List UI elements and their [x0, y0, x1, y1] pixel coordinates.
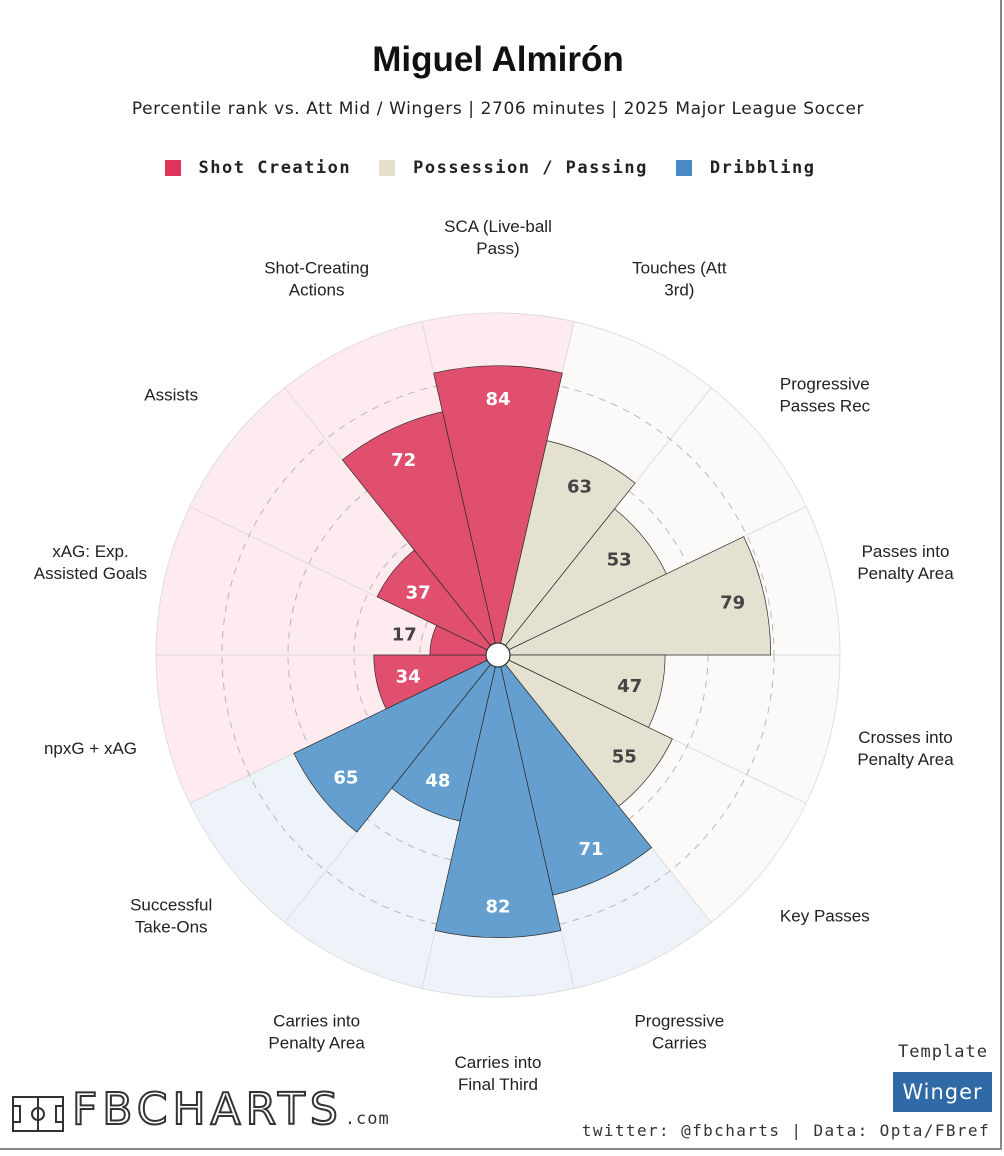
bar-0 [433, 365, 563, 656]
category-label-line: Progressive [780, 374, 870, 393]
value-label-8: 48 [425, 771, 450, 792]
category-label-line: Passes Rec [779, 396, 870, 415]
legend-swatch-shot-creation [164, 160, 181, 176]
logo-suffix: .com [344, 1109, 390, 1129]
category-label-line: Passes into [862, 542, 950, 561]
category-label-7: Carries into Final Third [455, 1053, 542, 1094]
sector-bg-11 [155, 506, 499, 656]
center-hole [485, 642, 511, 668]
category-label-line: Pass) [476, 239, 519, 258]
legend-item-possession: Possession / Passing [379, 158, 648, 178]
value-label-11: 17 [392, 625, 417, 646]
category-label-3: Passes into Penalty Area [857, 542, 954, 583]
category-label-8: Carries into Penalty Area [268, 1012, 365, 1053]
category-label-line: Take-Ons [135, 918, 208, 937]
value-label-0: 84 [485, 389, 510, 410]
category-label-line: Touches (Att [632, 258, 727, 277]
bar-1 [497, 440, 636, 656]
credits: twitter: @fbcharts | Data: Opta/FBref [581, 1121, 990, 1140]
value-label-5: 55 [612, 747, 637, 768]
category-label-line: Penalty Area [857, 564, 954, 583]
category-label-line: Assisted Goals [34, 564, 147, 583]
template-label: Template [898, 1042, 988, 1062]
category-label-line: Shot-Creating [264, 258, 369, 277]
category-label-5: Key Passes [780, 907, 870, 926]
value-label-6: 71 [578, 839, 603, 860]
logo-text: FBCHARTS [71, 1084, 343, 1135]
category-label-line: Penalty Area [857, 750, 954, 769]
category-label-0: SCA (Live-ball Pass) [444, 217, 552, 258]
value-label-13: 72 [391, 450, 416, 471]
category-label-line: Penalty Area [268, 1034, 365, 1053]
category-label-line: Key Passes [780, 907, 870, 926]
category-label-6: Progressive Carries [634, 1012, 724, 1053]
legend-label-possession: Possession / Passing [413, 158, 648, 178]
bar-9 [293, 654, 499, 833]
category-label-line: Progressive [634, 1012, 724, 1031]
category-label-4: Crosses into Penalty Area [857, 728, 954, 769]
value-label-10: 34 [396, 667, 421, 688]
legend-label-dribbling: Dribbling [709, 158, 816, 178]
pitch-icon [12, 1096, 64, 1132]
legend: Shot Creation Possession / Passing Dribb… [0, 158, 980, 178]
value-label-9: 65 [333, 767, 358, 788]
category-label-line: Carries into [273, 1012, 360, 1031]
category-label-line: Successful [130, 896, 212, 915]
category-label-line: Actions [289, 280, 345, 299]
value-label-4: 47 [617, 676, 642, 697]
legend-swatch-possession [379, 160, 396, 176]
legend-item-shot-creation: Shot Creation [164, 158, 352, 178]
chart-subtitle: Percentile rank vs. Att Mid / Wingers | … [131, 99, 865, 119]
category-label-line: 3rd) [664, 280, 694, 299]
template-badge: Winger [893, 1072, 992, 1112]
legend-label-shot-creation: Shot Creation [198, 158, 352, 178]
category-label-9: Successful Take-Ons [130, 896, 212, 937]
bar-10 [373, 654, 499, 710]
category-label-line: npxG + xAG [44, 739, 137, 758]
category-label-line: Carries [652, 1034, 707, 1053]
value-label-1: 63 [567, 477, 592, 498]
category-label-13: Shot-Creating Actions [264, 258, 369, 299]
category-label-11: xAG: Exp. Assisted Goals [34, 542, 147, 583]
category-label-line: Assists [144, 385, 198, 404]
bar-13 [341, 411, 499, 656]
category-label-line: Crosses into [858, 728, 952, 747]
bar-3 [497, 536, 772, 656]
value-label-3: 79 [720, 592, 745, 613]
value-label-12: 37 [406, 582, 431, 603]
category-label-10: npxG + xAG [44, 739, 137, 758]
bar-6 [497, 654, 653, 896]
category-label-line: SCA (Live-ball [444, 217, 552, 236]
value-label-7: 82 [485, 897, 510, 918]
category-label-line: xAG: Exp. [52, 542, 129, 561]
bar-7 [434, 654, 562, 938]
category-label-line: Carries into [455, 1053, 542, 1072]
category-label-1: Touches (Att 3rd) [632, 258, 727, 299]
fbcharts-logo: FBCHARTS .com [12, 1084, 390, 1135]
legend-item-dribbling: Dribbling [675, 158, 816, 178]
value-label-2: 53 [607, 549, 632, 570]
chart-title: Miguel Almirón [372, 40, 624, 79]
category-label-12: Assists [144, 385, 198, 404]
legend-swatch-dribbling [675, 160, 692, 176]
category-label-line: Final Third [458, 1075, 538, 1094]
category-label-2: Progressive Passes Rec [779, 374, 870, 415]
